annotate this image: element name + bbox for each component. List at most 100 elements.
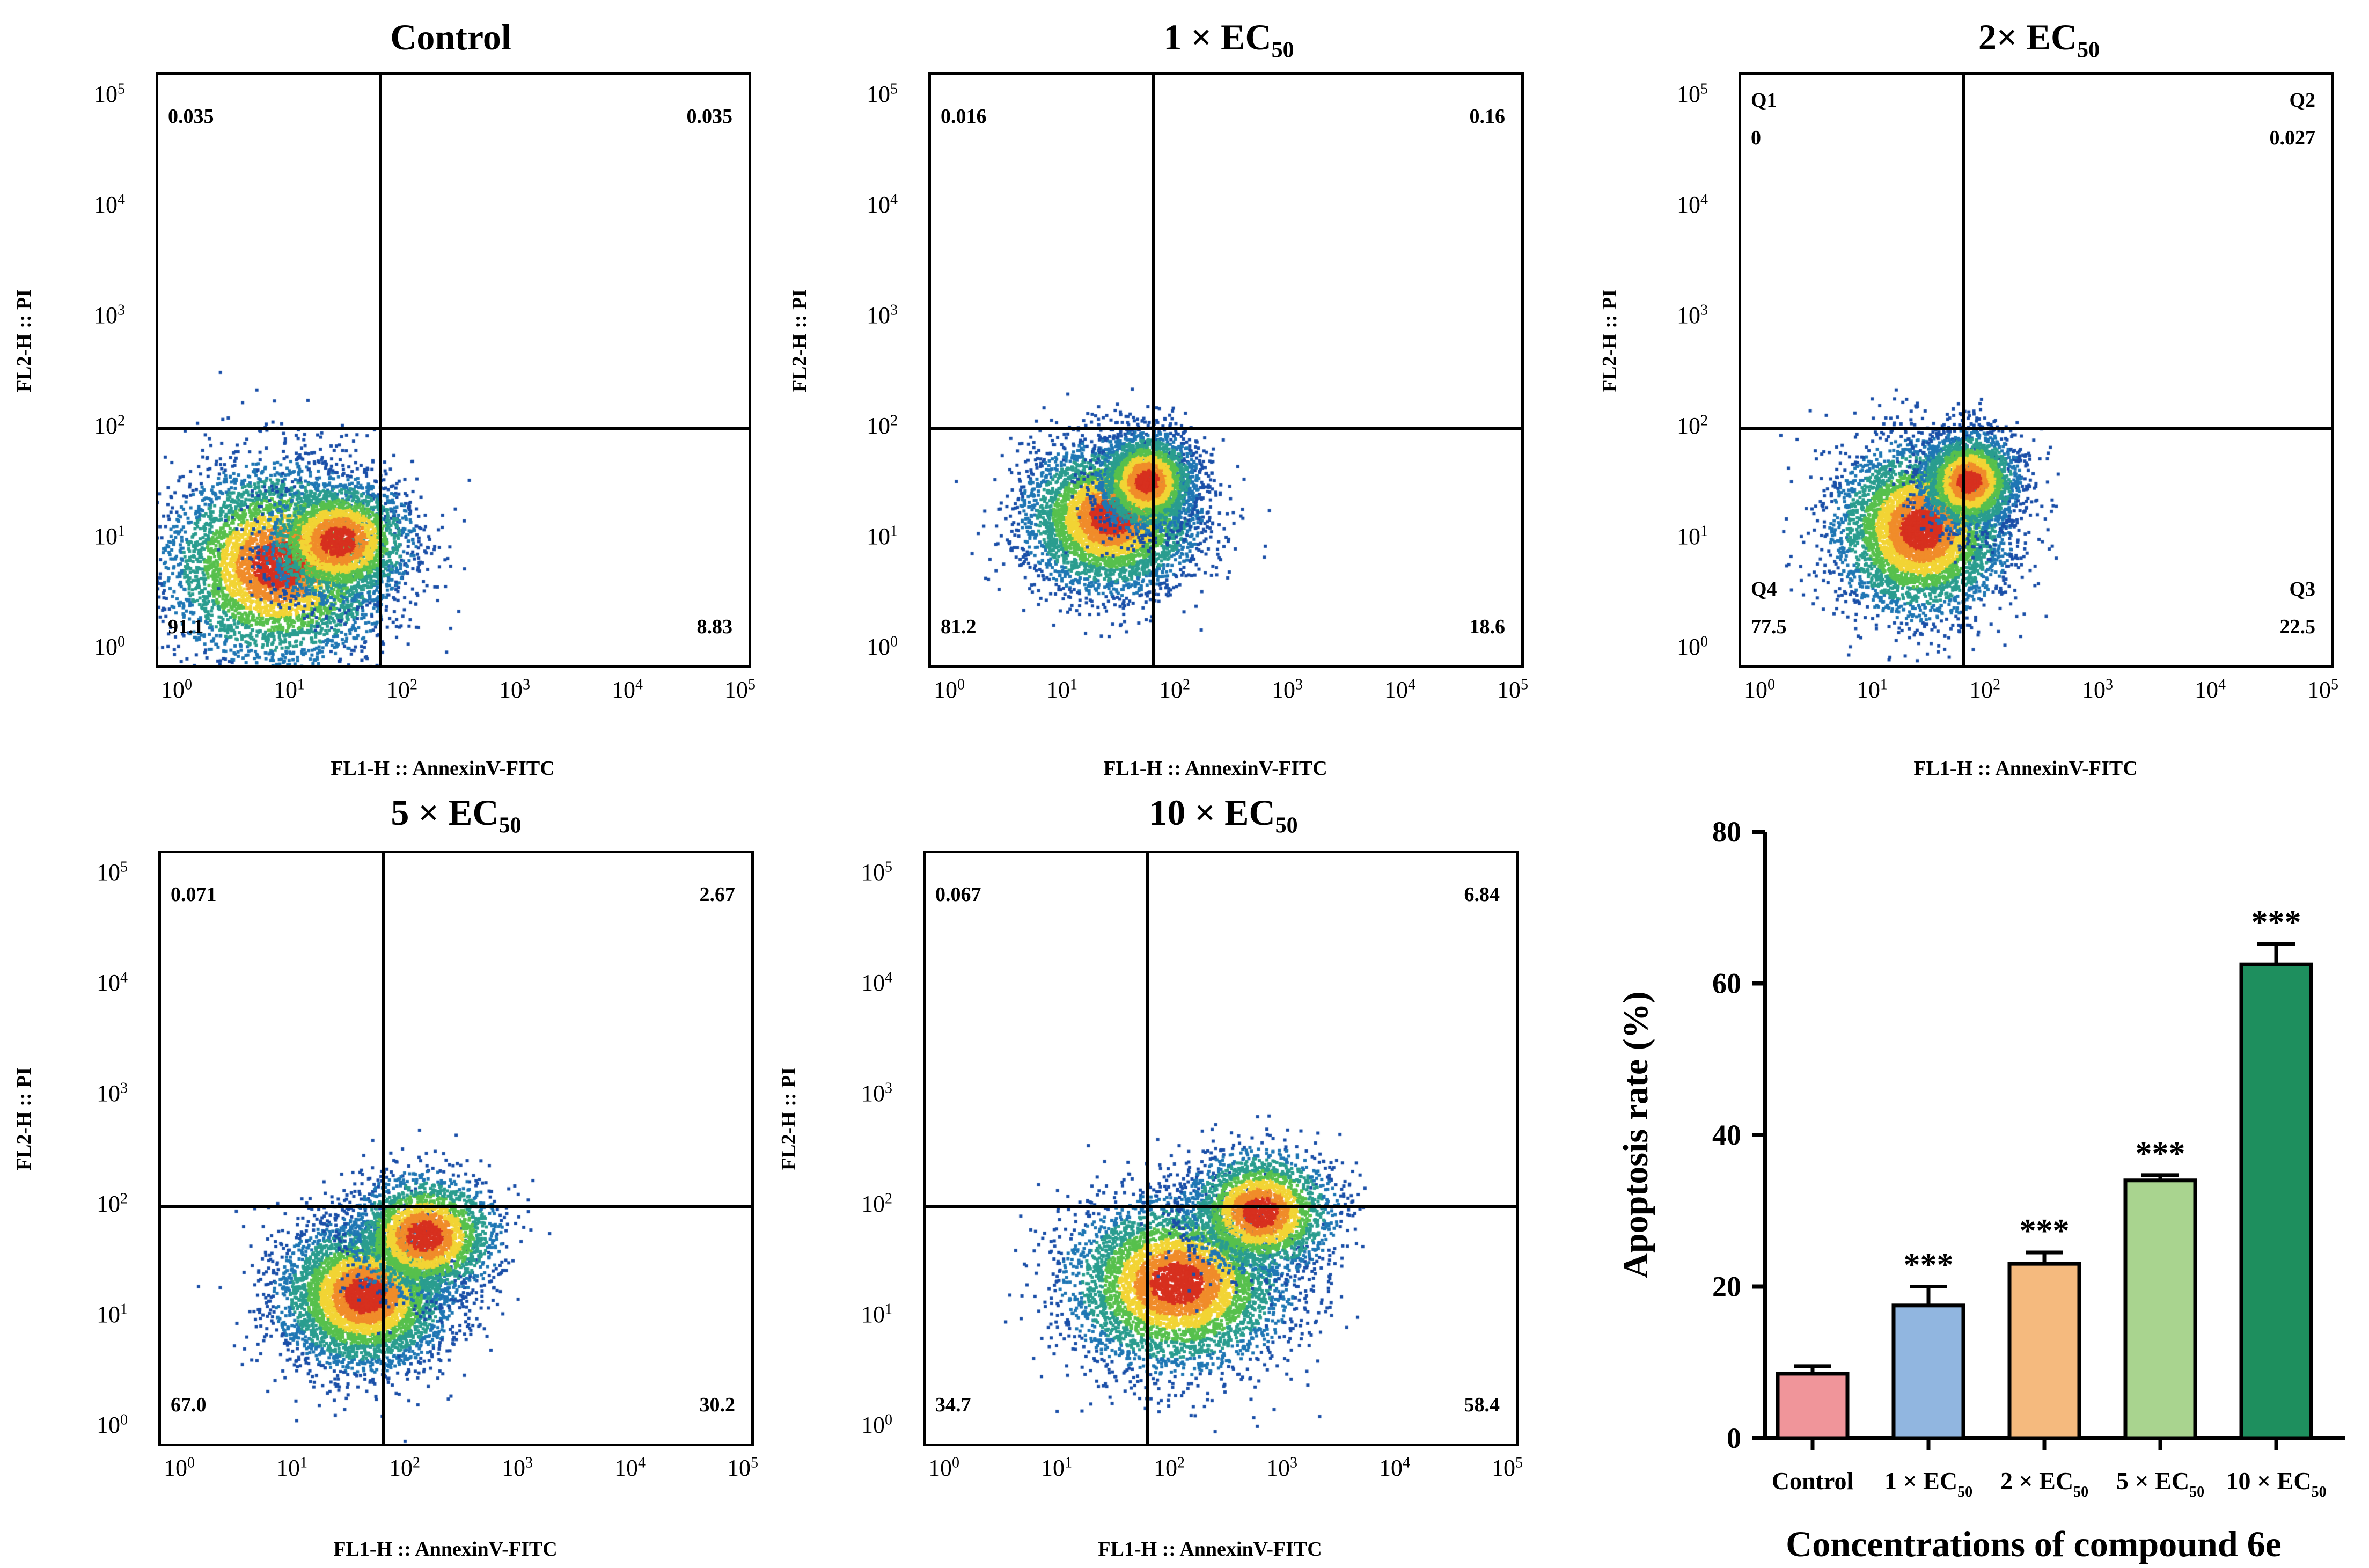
y-tick-label: 104 [94,191,125,218]
significance-label: *** [2020,1213,2070,1249]
y-tick-label: 102 [1677,412,1708,439]
bar [1891,1303,1965,1440]
quadrant-value-q3: 58.4 [1464,1394,1500,1416]
x-tick-exponent: 0 [185,676,192,693]
x-tick-subscript: 50 [2189,1484,2204,1500]
quadrant-gate-horizontal [158,426,749,430]
event-density-points [926,853,1516,1444]
x-tick-label: 102 [1154,1454,1185,1481]
y-tick-label: 103 [97,1080,128,1107]
quadrant-value-q3: 30.2 [699,1394,736,1416]
quadrant-gate-vertical [1961,75,1965,665]
scatter-plot-area: 0.035 0.035 8.83 91.1 [156,72,751,668]
y-tick-label: 102 [94,412,125,439]
quadrant-gate-horizontal [161,1204,751,1208]
x-tick-label: 105 [1492,1454,1523,1481]
x-tick-label: 101 [1046,676,1077,703]
x-axis-label: FL1-H :: AnnexinV-FITC [333,1538,558,1560]
y-tick-label: 103 [861,1080,892,1107]
panel-title-subscript: 50 [2077,38,2100,63]
x-tick-label: 10 × EC50 [2226,1467,2326,1500]
quadrant-value-q4: 81.2 [941,616,977,638]
x-tick-label: 103 [499,676,530,703]
y-tick-label: 101 [1677,523,1708,549]
x-tick-label: 2 × EC50 [2000,1467,2088,1500]
quadrant-label-q4: Q4 [1751,578,1777,600]
y-tick-label: 101 [861,1301,892,1328]
y-tick-exponent: 1 [1700,523,1708,540]
x-tick-exponent: 5 [1515,1454,1523,1471]
quadrant-value-q1: 0 [1751,127,1761,149]
panel-title-subscript: 50 [498,813,522,838]
scatter-plot-area: 0.016 0.16 18.6 81.2 [928,72,1524,668]
scatter-plot-area: 0.071 2.67 30.2 67.0 [158,851,754,1446]
y-tick-label: 104 [867,191,898,218]
x-tick-exponent: 5 [1521,676,1528,693]
quadrant-label-q2: Q2 [2289,89,2315,112]
quadrant-value-q4: 67.0 [171,1394,207,1416]
x-tick-subscript: 50 [2312,1484,2327,1500]
x-tick-exponent: 5 [751,1454,758,1471]
y-tick-label: 100 [94,633,125,660]
y-tick-label: 105 [861,859,892,885]
apoptosis-bar-chart: 0 20 40 60 80 Apoptosis rate (%) Control *** 1 ×… [1616,816,2345,1564]
y-tick-label: 105 [867,80,898,107]
y-tick-label: 40 [1712,1119,1741,1151]
x-tick-label: 100 [164,1454,195,1481]
y-axis-label: FL2-H :: PI [1598,289,1621,392]
y-tick-label: 100 [1677,633,1708,660]
x-tick-exponent: 4 [2218,676,2226,693]
significance-label: *** [2251,904,2301,941]
y-tick-label: 100 [97,1411,128,1438]
y-tick-label: 102 [861,1190,892,1217]
x-tick-exponent: 4 [635,676,643,693]
y-tick-label: 101 [867,523,898,549]
y-tick-exponent: 3 [1700,302,1708,319]
x-tick-exponent: 3 [523,676,530,693]
x-tick-exponent: 0 [187,1454,195,1471]
x-tick-exponent: 3 [525,1454,533,1471]
y-tick-label: 105 [97,859,128,885]
y-tick-exponent: 0 [118,633,125,650]
y-tick-exponent: 3 [885,1080,892,1097]
y-tick-label: 80 [1712,816,1741,848]
x-tick-label: 100 [1744,676,1775,703]
x-tick-label: 101 [274,676,305,703]
x-axis-label: FL1-H :: AnnexinV-FITC [1098,1538,1322,1560]
x-axis-label: FL1-H :: AnnexinV-FITC [1913,757,2138,780]
y-tick-exponent: 1 [885,1301,892,1318]
significance-label: *** [2136,1135,2185,1172]
y-tick-exponent: 3 [890,302,898,319]
y-tick-exponent: 1 [890,523,898,540]
quadrant-value-q2: 6.84 [1464,883,1500,906]
x-tick-label: 104 [612,676,643,703]
y-tick-exponent: 5 [120,859,128,876]
x-tick-label: 105 [2307,676,2338,703]
y-tick-label: 101 [94,523,125,549]
x-tick-label: 5 × EC50 [2116,1467,2204,1500]
y-tick-exponent: 5 [885,859,892,876]
y-tick-label: 104 [861,969,892,996]
x-tick-exponent: 1 [1065,1454,1072,1471]
event-density-points [158,75,749,665]
y-tick-label: 105 [1677,80,1708,107]
scatter-plot-area: 0 Q1 0.027 Q2 22.5 Q3 77.5 Q4 [1739,72,2334,668]
quadrant-gate-vertical [1146,853,1149,1444]
y-tick-label: 100 [861,1411,892,1438]
x-tick-exponent: 4 [1408,676,1415,693]
x-tick-label: 101 [276,1454,307,1481]
x-tick-exponent: 3 [1295,676,1303,693]
x-tick-exponent: 2 [1183,676,1190,693]
y-tick-label: 103 [867,302,898,328]
quadrant-value-q1: 0.016 [941,105,987,128]
quadrant-gate-vertical [381,853,385,1444]
significance-label: *** [1904,1247,1954,1284]
y-tick-exponent: 4 [118,191,125,208]
y-tick-label: 100 [867,633,898,660]
event-density-points [1741,75,2331,665]
quadrant-value-q4: 34.7 [935,1394,971,1416]
quadrant-value-q1: 0.067 [935,883,981,906]
x-tick-exponent: 4 [1403,1454,1410,1471]
y-tick-exponent: 2 [120,1190,128,1207]
x-tick-label: 100 [161,676,192,703]
